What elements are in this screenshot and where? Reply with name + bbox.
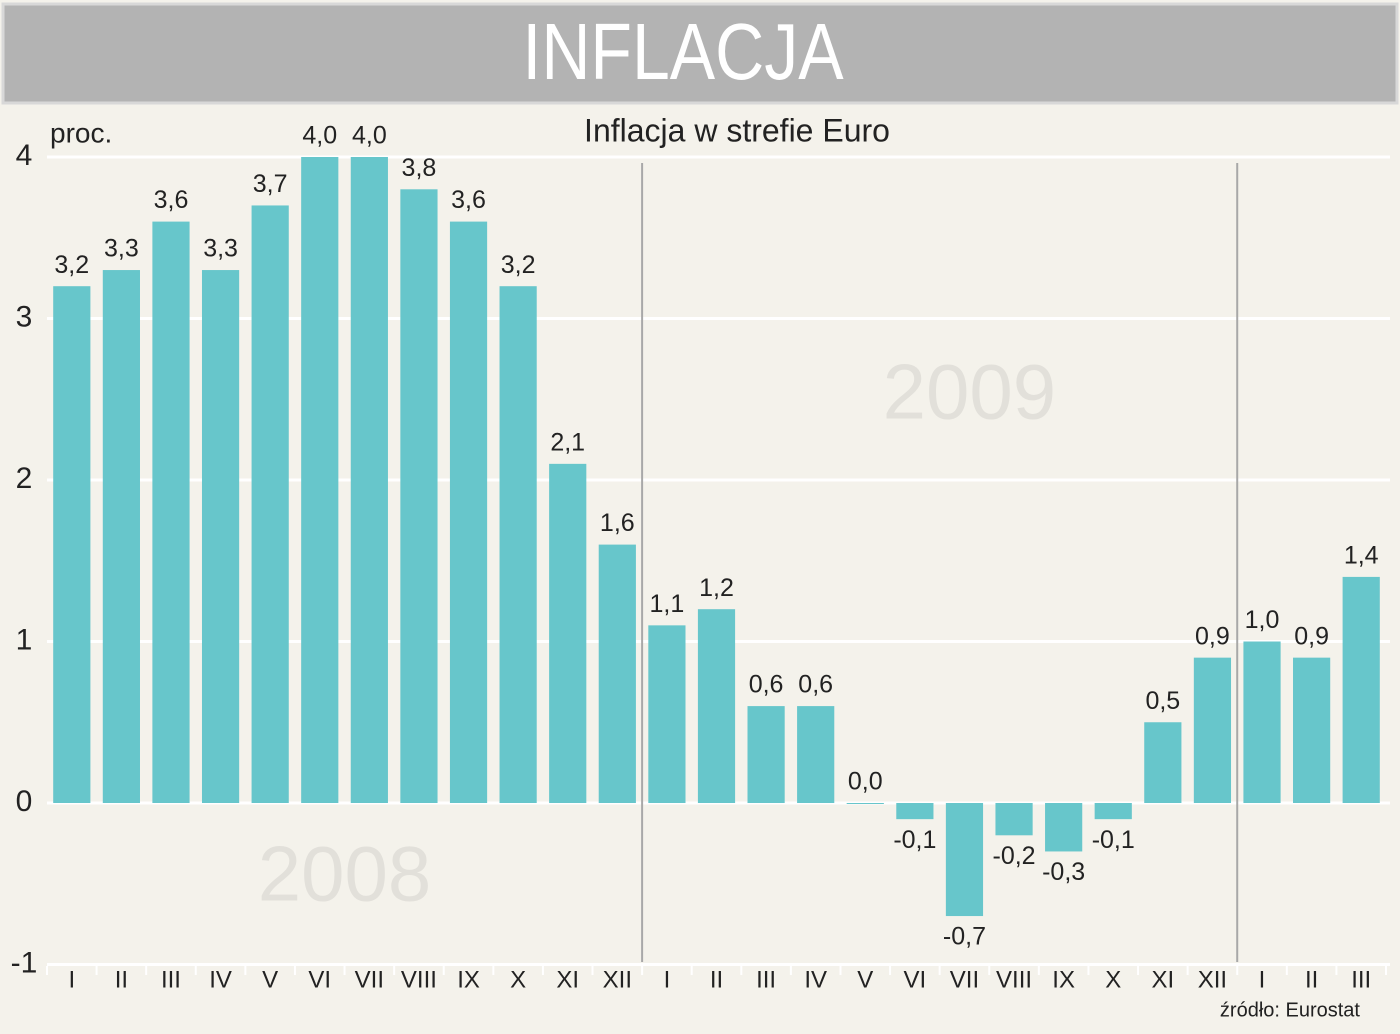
value-label: 3,2 <box>501 251 536 279</box>
bar <box>499 286 537 803</box>
bar <box>251 205 289 803</box>
bar <box>648 625 686 803</box>
value-label: 2,1 <box>550 428 585 456</box>
bar <box>896 803 934 820</box>
bar <box>53 286 91 803</box>
x-tick-label: XI <box>556 966 579 993</box>
value-label: 3,2 <box>54 251 89 279</box>
y-tick-label: 0 <box>16 785 33 818</box>
x-tick-label: II <box>1305 966 1318 993</box>
value-label: 1,6 <box>600 509 635 537</box>
x-tick-label: IV <box>804 966 827 993</box>
source: źródło: Eurostat <box>1220 999 1361 1021</box>
x-tick-label: III <box>161 966 181 993</box>
value-label: 1,0 <box>1245 606 1280 634</box>
value-label: -0,3 <box>1042 858 1085 886</box>
x-tick-label: XII <box>1198 966 1227 993</box>
x-tick-label: II <box>710 966 723 993</box>
bar <box>598 544 636 803</box>
bar <box>201 270 240 803</box>
chart-title: INFLACJA <box>522 7 844 96</box>
x-tick-label: II <box>115 966 128 993</box>
x-tick-label: XII <box>603 966 632 993</box>
x-tick-label: VII <box>355 966 384 993</box>
value-label: 0,5 <box>1145 687 1180 715</box>
value-label: 1,2 <box>699 574 734 602</box>
bar <box>945 803 984 917</box>
bar <box>1144 722 1182 803</box>
bar <box>400 189 438 804</box>
x-tick-label: IX <box>457 966 480 993</box>
chart-subtitle: Inflacja w strefie Euro <box>584 112 890 148</box>
value-label: 3,6 <box>154 186 189 214</box>
y-tick-label: 2 <box>16 462 33 495</box>
x-tick-label: III <box>756 966 776 993</box>
x-tick-label: I <box>1259 966 1266 993</box>
y-axis-label: proc. <box>50 117 112 148</box>
value-label: 3,8 <box>402 154 437 182</box>
year-label: 2008 <box>258 830 432 918</box>
bar <box>1293 657 1331 803</box>
x-tick-label: X <box>510 966 526 993</box>
bar <box>797 706 835 803</box>
value-label: 0,9 <box>1294 622 1329 650</box>
x-tick-label: VI <box>308 966 331 993</box>
value-label: 3,3 <box>104 235 139 263</box>
y-tick-label: 1 <box>16 623 33 656</box>
value-label: 4,0 <box>302 122 337 150</box>
value-label: 3,3 <box>203 235 238 263</box>
value-label: -0,1 <box>1092 826 1135 854</box>
x-tick-label: IV <box>209 966 232 993</box>
bar <box>697 609 736 803</box>
bar <box>350 157 388 803</box>
bar <box>449 221 488 804</box>
x-tick-label: VII <box>950 966 979 993</box>
value-label: 0,6 <box>749 671 784 699</box>
bar <box>102 270 140 803</box>
x-tick-label: VIII <box>996 966 1032 993</box>
value-label: 3,6 <box>451 186 486 214</box>
value-label: 0,6 <box>798 671 833 699</box>
x-tick-label: III <box>1351 966 1371 993</box>
x-tick-label: IX <box>1052 966 1075 993</box>
bar <box>549 463 587 803</box>
year-label: 2009 <box>883 348 1057 436</box>
x-tick-label: V <box>262 966 278 993</box>
value-label: -0,2 <box>993 842 1036 870</box>
bar <box>747 706 785 803</box>
value-label: 0,0 <box>848 768 883 796</box>
x-tick-label: I <box>68 966 75 993</box>
x-tick-label: V <box>857 966 873 993</box>
x-tick-label: I <box>664 966 671 993</box>
value-label: 4,0 <box>352 122 387 150</box>
bar <box>846 803 884 804</box>
x-tick-label: X <box>1105 966 1121 993</box>
bar <box>1193 657 1232 803</box>
x-tick-label: VIII <box>401 966 437 993</box>
y-tick-label: -1 <box>11 946 38 979</box>
x-tick-label: VI <box>904 966 927 993</box>
x-tick-label: XI <box>1151 966 1174 993</box>
bar <box>1342 576 1380 803</box>
bar <box>1243 641 1281 803</box>
value-label: 1,4 <box>1344 542 1379 570</box>
value-label: -0,1 <box>893 826 936 854</box>
value-label: 1,1 <box>650 590 685 618</box>
value-label: 0,9 <box>1195 622 1230 650</box>
y-tick-label: 3 <box>16 300 33 333</box>
value-label: 3,7 <box>253 170 288 198</box>
bar <box>152 221 190 804</box>
bar <box>301 157 339 803</box>
bar <box>995 803 1033 836</box>
title-banner <box>1 2 1399 105</box>
y-tick-label: 4 <box>16 139 33 172</box>
bar <box>1045 803 1083 852</box>
value-label: -0,7 <box>943 923 986 951</box>
bar <box>1094 803 1132 820</box>
